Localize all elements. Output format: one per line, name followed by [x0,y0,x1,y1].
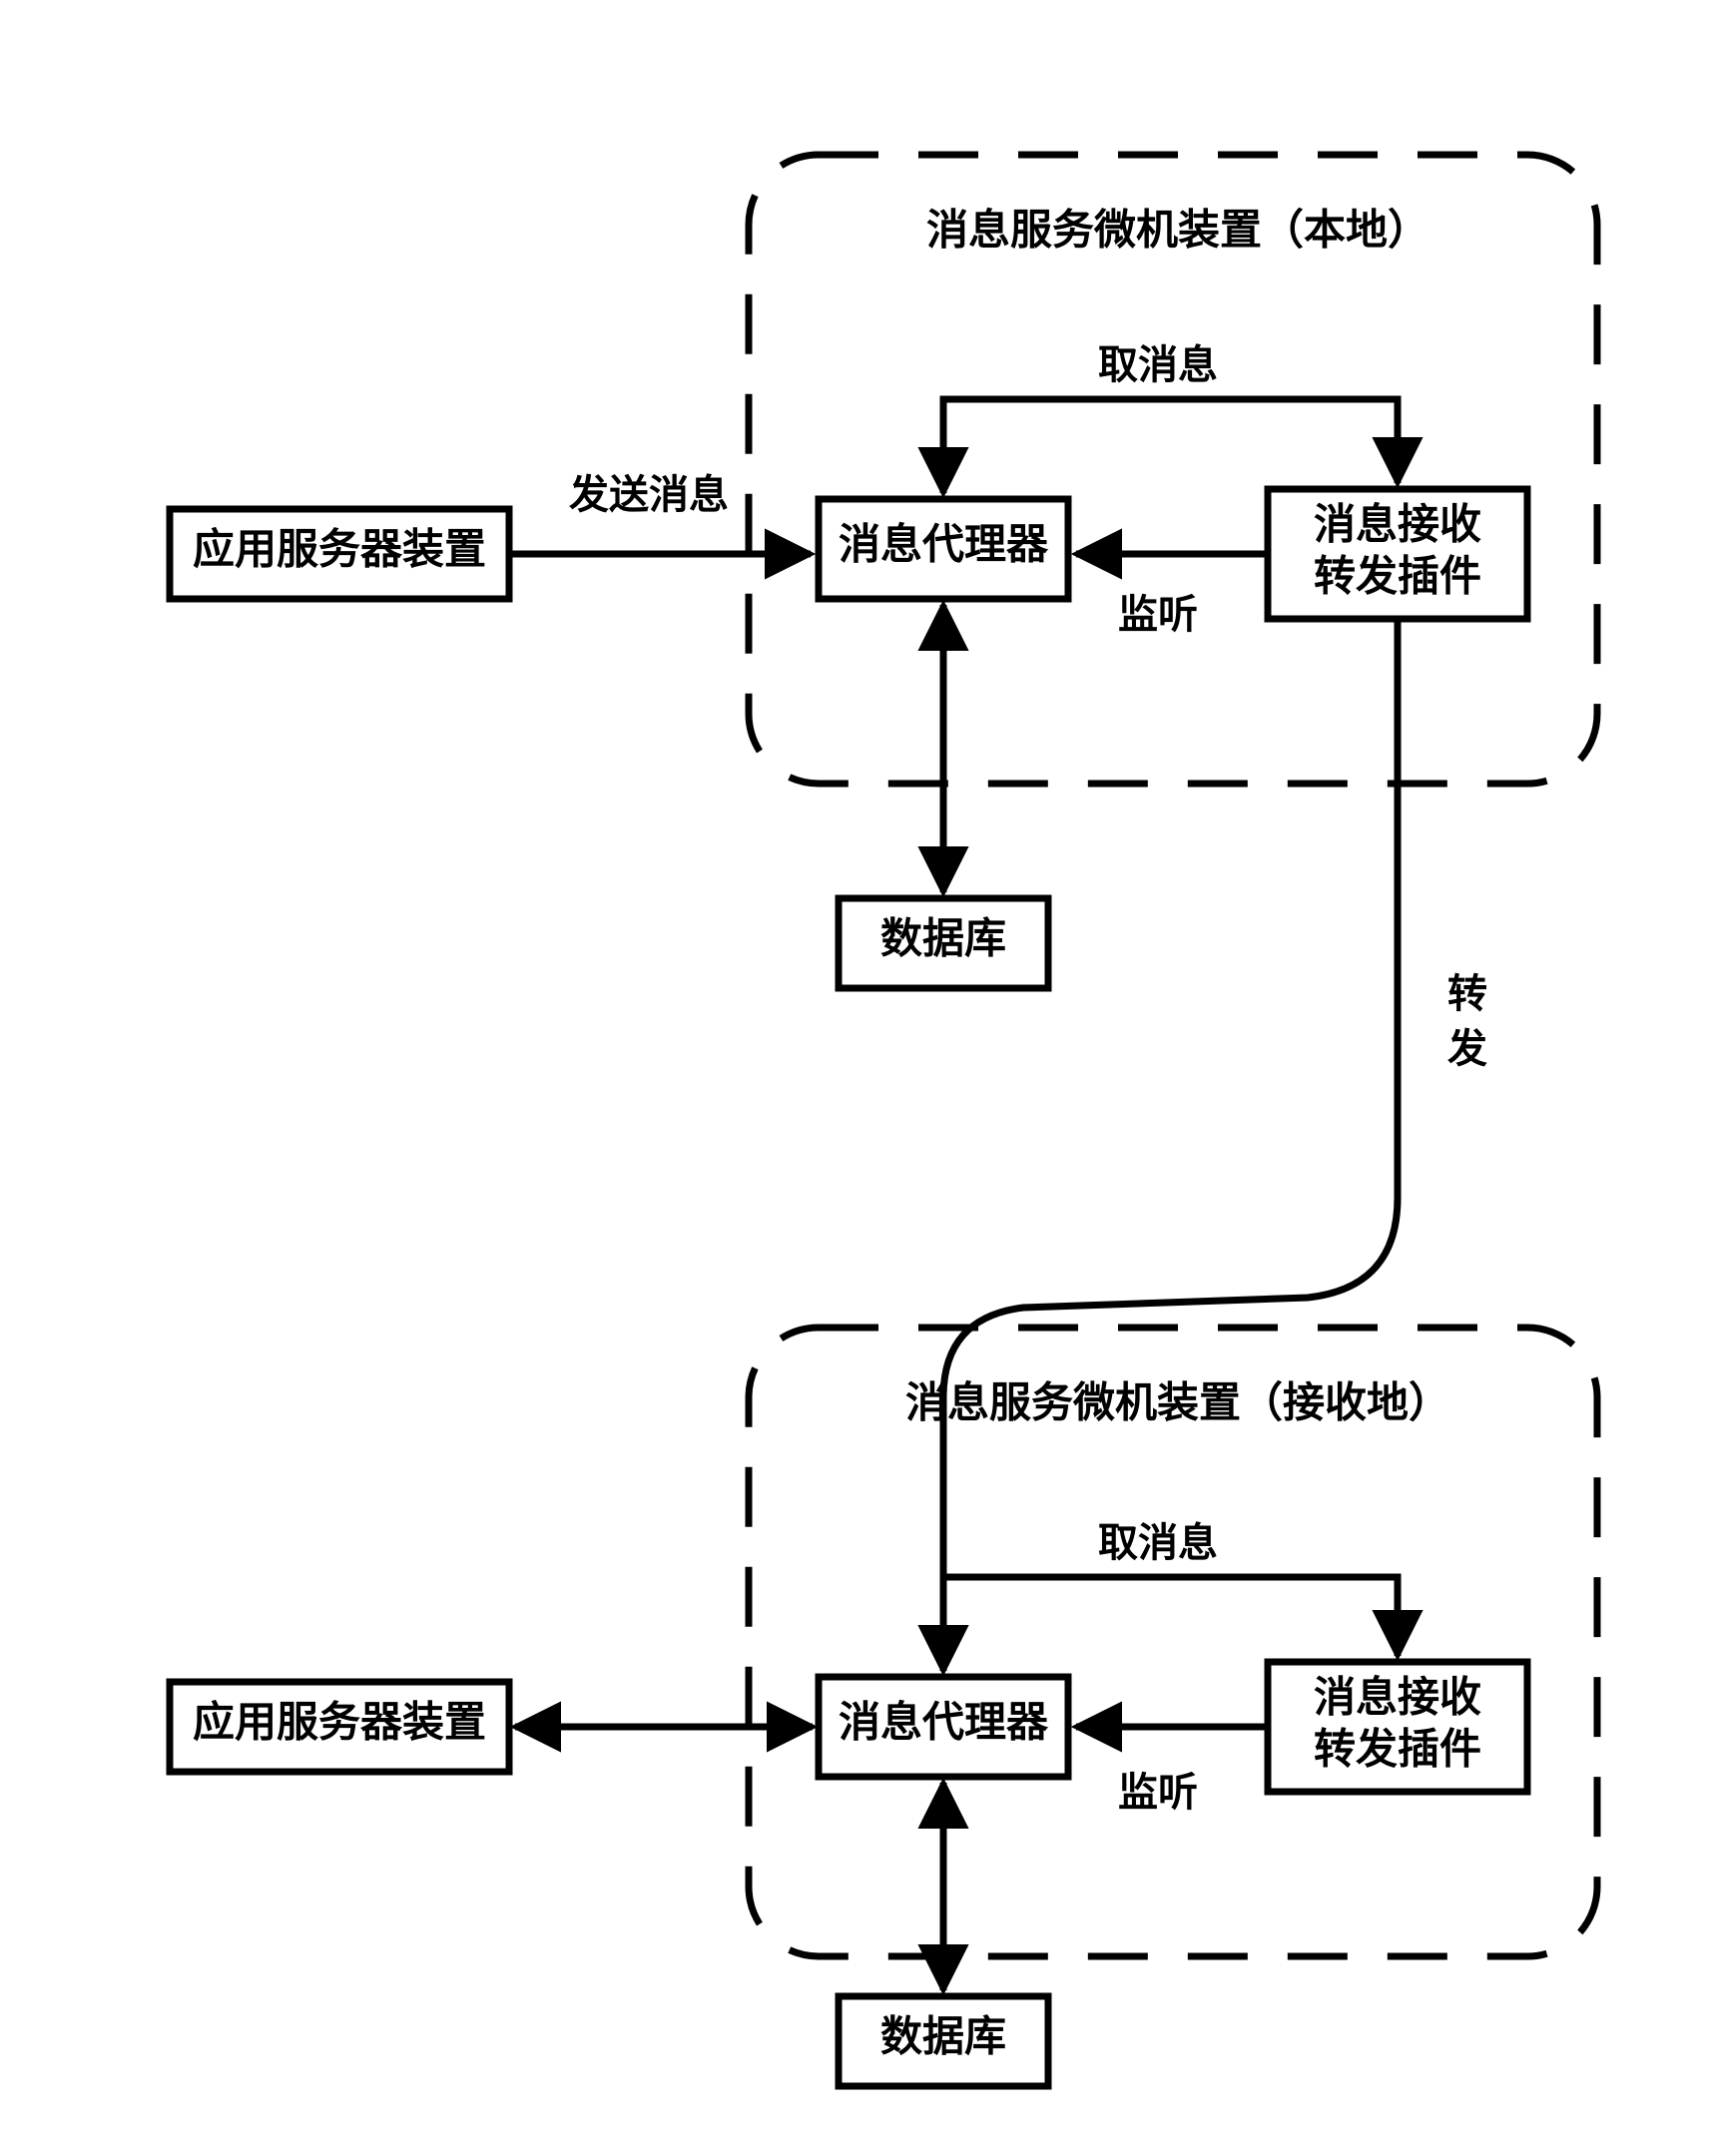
svg-text:转发插件: 转发插件 [1314,1727,1481,1774]
svg-text:消息接收: 消息接收 [1314,502,1481,549]
svg-text:数据库: 数据库 [880,916,1006,963]
svg-text:消息代理器: 消息代理器 [839,522,1049,569]
svg-text:发: 发 [1447,1026,1487,1071]
svg-text:发送消息: 发送消息 [569,472,729,517]
svg-text:应用服务器装置: 应用服务器装置 [193,527,486,574]
svg-text:取消息: 取消息 [1098,342,1218,387]
svg-text:消息服务微机装置（接收地）: 消息服务微机装置（接收地） [905,1380,1450,1427]
svg-text:消息代理器: 消息代理器 [839,1700,1049,1747]
svg-text:监听: 监听 [1118,592,1198,637]
svg-text:监听: 监听 [1118,1770,1198,1815]
svg-text:转发插件: 转发插件 [1314,554,1481,601]
svg-text:取消息: 取消息 [1098,1520,1218,1565]
svg-text:应用服务器装置: 应用服务器装置 [193,1700,486,1747]
svg-text:数据库: 数据库 [880,2014,1006,2061]
svg-text:转: 转 [1447,971,1487,1016]
svg-text:消息接收: 消息接收 [1314,1675,1481,1722]
architecture-diagram: 消息服务微机装置（本地）消息服务微机装置（接收地）应用服务器装置消息代理器消息接… [0,0,1709,2156]
svg-text:消息服务微机装置（本地）: 消息服务微机装置（本地） [926,208,1429,255]
